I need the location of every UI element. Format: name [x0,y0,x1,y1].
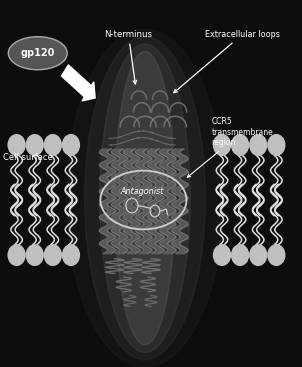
Circle shape [26,135,43,155]
Ellipse shape [100,44,190,352]
Circle shape [44,135,61,155]
Ellipse shape [115,51,175,345]
Circle shape [268,245,285,265]
Circle shape [44,245,61,265]
Circle shape [268,135,285,155]
Text: Cell surface: Cell surface [3,153,53,162]
Circle shape [8,135,25,155]
Ellipse shape [85,37,205,360]
Text: CCR5
transmembrane
region: CCR5 transmembrane region [187,117,273,177]
Circle shape [232,135,249,155]
Circle shape [63,135,79,155]
Text: Antagonist: Antagonist [121,187,164,196]
Text: Extracellular loops: Extracellular loops [174,29,280,93]
Circle shape [232,245,249,265]
Circle shape [250,135,267,155]
Circle shape [8,245,25,265]
FancyArrow shape [62,65,95,101]
Ellipse shape [8,37,67,70]
Circle shape [26,245,43,265]
Circle shape [250,245,267,265]
Text: N-terminus: N-terminus [104,29,152,84]
Circle shape [214,245,230,265]
Text: gp120: gp120 [21,48,55,58]
Ellipse shape [66,29,223,367]
Circle shape [214,135,230,155]
Circle shape [63,245,79,265]
